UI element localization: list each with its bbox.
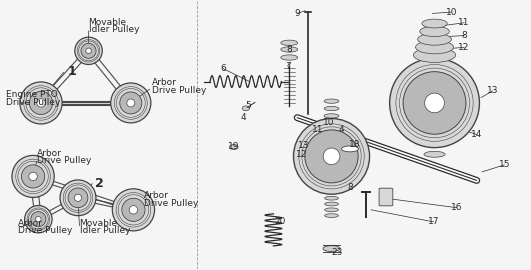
- Ellipse shape: [324, 196, 338, 200]
- Text: Movable: Movable: [80, 219, 118, 228]
- Ellipse shape: [425, 93, 444, 113]
- Text: Arbor: Arbor: [37, 149, 62, 158]
- Text: 23: 23: [331, 248, 342, 257]
- Ellipse shape: [86, 48, 91, 53]
- Text: 12: 12: [296, 150, 307, 159]
- Ellipse shape: [21, 165, 45, 188]
- Ellipse shape: [341, 146, 358, 152]
- Ellipse shape: [74, 194, 82, 201]
- Text: Arbor: Arbor: [152, 78, 177, 87]
- Ellipse shape: [419, 26, 449, 36]
- Ellipse shape: [424, 151, 445, 157]
- Ellipse shape: [294, 119, 370, 194]
- Ellipse shape: [75, 37, 102, 65]
- Ellipse shape: [324, 106, 339, 111]
- Ellipse shape: [29, 91, 53, 114]
- Ellipse shape: [324, 114, 339, 118]
- Ellipse shape: [129, 206, 138, 214]
- Ellipse shape: [417, 33, 451, 45]
- Text: Arbor: Arbor: [18, 219, 43, 228]
- Ellipse shape: [324, 202, 338, 206]
- Ellipse shape: [12, 156, 54, 197]
- Ellipse shape: [81, 43, 96, 58]
- Text: 5: 5: [246, 101, 252, 110]
- Text: 10: 10: [446, 8, 457, 16]
- Text: 11: 11: [458, 18, 470, 27]
- Text: 2: 2: [96, 177, 104, 190]
- Ellipse shape: [36, 217, 41, 222]
- Text: Drive Pulley: Drive Pulley: [152, 86, 207, 94]
- Ellipse shape: [281, 55, 298, 60]
- Ellipse shape: [37, 99, 45, 107]
- Ellipse shape: [120, 92, 142, 114]
- Text: 11: 11: [312, 125, 323, 134]
- Text: Arbor: Arbor: [144, 191, 169, 200]
- Text: 8: 8: [347, 183, 353, 192]
- Text: 8: 8: [286, 45, 292, 54]
- Ellipse shape: [323, 148, 340, 165]
- Text: Drive Pulley: Drive Pulley: [6, 98, 60, 107]
- Text: 17: 17: [428, 217, 439, 226]
- Text: Idler Pulley: Idler Pulley: [89, 25, 139, 35]
- Ellipse shape: [324, 214, 338, 217]
- Ellipse shape: [68, 188, 88, 208]
- Text: 4: 4: [241, 113, 246, 122]
- Ellipse shape: [281, 40, 298, 45]
- Text: Drive Pulley: Drive Pulley: [18, 227, 73, 235]
- Ellipse shape: [127, 99, 135, 107]
- Text: Idler Pulley: Idler Pulley: [80, 227, 130, 235]
- Ellipse shape: [422, 19, 447, 28]
- Text: 13: 13: [487, 86, 499, 95]
- Text: 1: 1: [67, 65, 76, 78]
- Text: 8: 8: [461, 31, 467, 40]
- Ellipse shape: [323, 246, 340, 252]
- Ellipse shape: [324, 99, 339, 103]
- Ellipse shape: [242, 106, 250, 111]
- Ellipse shape: [60, 180, 96, 216]
- Text: 13: 13: [298, 141, 309, 150]
- Text: 9: 9: [294, 9, 300, 18]
- FancyBboxPatch shape: [379, 188, 393, 206]
- Text: 10: 10: [323, 118, 335, 127]
- Text: Drive Pulley: Drive Pulley: [37, 156, 92, 166]
- Ellipse shape: [281, 47, 298, 52]
- Text: 6: 6: [220, 64, 226, 73]
- Text: 15: 15: [499, 160, 510, 170]
- Ellipse shape: [414, 48, 456, 62]
- Text: 14: 14: [471, 130, 483, 139]
- Ellipse shape: [324, 208, 338, 212]
- Text: 12: 12: [458, 43, 470, 52]
- Ellipse shape: [390, 58, 479, 148]
- Text: Drive Pulley: Drive Pulley: [144, 199, 199, 208]
- Text: 18: 18: [348, 140, 360, 149]
- Text: Engine PTO: Engine PTO: [6, 90, 57, 99]
- Ellipse shape: [122, 198, 145, 221]
- Text: 4: 4: [338, 125, 344, 134]
- Ellipse shape: [305, 130, 358, 183]
- Ellipse shape: [111, 83, 151, 123]
- Ellipse shape: [31, 212, 46, 227]
- Text: Movable: Movable: [89, 18, 127, 27]
- Ellipse shape: [416, 40, 453, 54]
- Ellipse shape: [403, 72, 466, 134]
- Ellipse shape: [20, 82, 62, 124]
- Ellipse shape: [29, 172, 37, 181]
- Ellipse shape: [113, 189, 155, 231]
- Ellipse shape: [24, 205, 52, 233]
- Text: 19: 19: [228, 142, 239, 151]
- Text: 16: 16: [451, 203, 463, 212]
- Ellipse shape: [229, 145, 238, 149]
- Text: 7: 7: [285, 62, 290, 70]
- Text: 20: 20: [275, 217, 286, 225]
